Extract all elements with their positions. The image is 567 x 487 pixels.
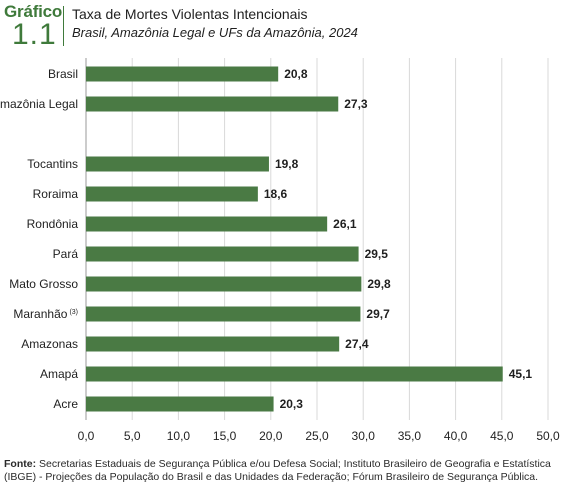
- chart-number: 1.1: [12, 18, 57, 51]
- data-label: 29,5: [365, 247, 389, 261]
- x-tick-label: 30,0: [352, 429, 376, 443]
- category-label: Tocantins: [27, 157, 78, 171]
- data-label: 27,4: [345, 337, 369, 351]
- data-label: 18,6: [264, 187, 288, 201]
- bar: [86, 366, 503, 382]
- category-label: Mato Grosso: [9, 277, 78, 291]
- x-tick-label: 35,0: [398, 429, 422, 443]
- bar: [86, 396, 274, 412]
- data-label: 29,8: [367, 277, 391, 291]
- x-tick-label: 10,0: [167, 429, 191, 443]
- chart-label: Gráfico: [4, 2, 63, 21]
- bar-chart: 0,0 5,0 10,0 15,0 20,0 25,0 30,0 35,0 40,0 45,0 50…: [0, 58, 560, 443]
- data-label: 45,1: [509, 367, 533, 381]
- chart-header: Gráfico 1.1 Taxa de Mortes Violentas Int…: [0, 0, 567, 56]
- category-label: Amapá: [40, 367, 78, 381]
- data-label: 20,8: [284, 67, 308, 81]
- source-note: Fonte: Secretarias Estaduais de Seguranç…: [4, 458, 560, 484]
- bar: [86, 216, 328, 232]
- category-label: Amazonas: [21, 337, 78, 351]
- data-label: 29,7: [366, 307, 390, 321]
- bar: [86, 66, 279, 82]
- data-label: 26,1: [333, 217, 357, 231]
- category-label: Rondônia: [27, 217, 79, 231]
- category-footnote-mark: (3): [69, 309, 78, 316]
- bar: [86, 276, 362, 292]
- source-label: Fonte:: [4, 458, 37, 470]
- chart-title: Taxa de Mortes Violentas Intencionais: [72, 6, 308, 22]
- category-label: Pará: [53, 247, 79, 261]
- x-tick-label: 40,0: [444, 429, 468, 443]
- bar: [86, 156, 269, 172]
- x-tick-label: 50,0: [536, 429, 560, 443]
- x-tick-label: 25,0: [305, 429, 329, 443]
- header-divider: [63, 6, 64, 46]
- data-label: 27,3: [344, 97, 368, 111]
- data-label: 19,8: [275, 157, 299, 171]
- x-tick-label: 15,0: [213, 429, 237, 443]
- category-label: Acre: [53, 397, 78, 411]
- category-label: Roraima: [33, 187, 79, 201]
- category-label: Brasil: [48, 67, 78, 81]
- chart-subtitle: Brasil, Amazônia Legal e UFs da Amazônia…: [72, 25, 358, 40]
- data-label: 20,3: [280, 397, 304, 411]
- bar: [86, 246, 359, 262]
- x-tick-label: 45,0: [490, 429, 514, 443]
- x-tick-label: 0,0: [78, 429, 95, 443]
- bar: [86, 336, 340, 352]
- x-tick-label: 20,0: [259, 429, 283, 443]
- category-label: Maranhão (3): [13, 307, 78, 321]
- source-text: Secretarias Estaduais de Segurança Públi…: [4, 458, 551, 483]
- x-tick-label: 5,0: [124, 429, 141, 443]
- bar: [86, 186, 258, 202]
- bar: [86, 306, 361, 322]
- category-label: Amazônia Legal: [0, 97, 78, 111]
- bar: [86, 96, 339, 112]
